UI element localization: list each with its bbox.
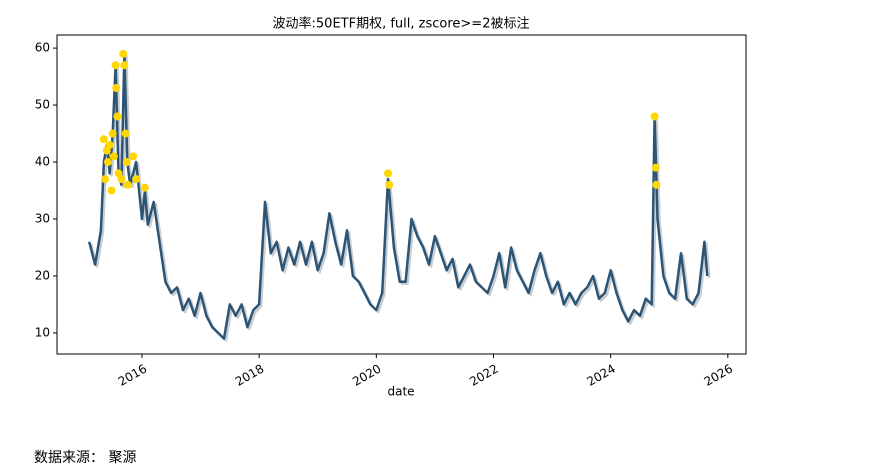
y-tick-label: 20 xyxy=(35,268,50,282)
highlight-point xyxy=(101,175,110,184)
plot-frame xyxy=(56,34,747,355)
highlight-point xyxy=(109,152,118,161)
highlight-point xyxy=(105,140,114,149)
highlight-point xyxy=(113,112,122,121)
highlight-point xyxy=(384,169,393,178)
highlight-point xyxy=(107,186,116,195)
highlight-point xyxy=(385,180,394,189)
x-tick-label: 2018 xyxy=(233,362,266,389)
y-tick-label: 50 xyxy=(35,98,50,112)
highlight-point xyxy=(122,158,131,167)
x-tick-label: 2026 xyxy=(702,362,735,389)
highlight-point xyxy=(132,175,141,184)
highlight-point xyxy=(119,49,128,58)
highlight-point xyxy=(112,83,121,92)
source-note: 数据来源： 聚源 xyxy=(34,450,137,466)
highlight-point xyxy=(117,175,126,184)
highlight-point xyxy=(121,129,130,138)
x-tick-label: 2022 xyxy=(467,362,500,389)
y-tick-label: 40 xyxy=(35,155,50,169)
x-tick-label: 2016 xyxy=(116,362,149,389)
highlight-point xyxy=(129,152,138,161)
highlight-point xyxy=(120,61,129,70)
highlight-point xyxy=(103,158,112,167)
highlight-point xyxy=(123,180,132,189)
highlight-point xyxy=(652,180,661,189)
x-axis-label: date xyxy=(387,385,414,399)
highlight-point xyxy=(650,112,659,121)
highlight-point xyxy=(140,183,149,192)
x-tick-label: 2020 xyxy=(350,362,383,389)
y-tick-label: 60 xyxy=(35,41,50,55)
chart: 波动率:50ETF期权, full, zscore>=2被标注 date 10 2… xyxy=(35,16,747,399)
x-tick-label: 2024 xyxy=(584,362,617,389)
y-tick-label: 10 xyxy=(35,325,50,339)
highlight-point xyxy=(651,163,660,172)
volatility-line xyxy=(87,52,709,340)
highlight-point xyxy=(99,135,108,144)
highlight-point xyxy=(108,129,117,138)
y-tick-label: 30 xyxy=(35,211,50,225)
highlight-point xyxy=(111,61,120,70)
chart-title: 波动率:50ETF期权, full, zscore>=2被标注 xyxy=(273,16,530,32)
